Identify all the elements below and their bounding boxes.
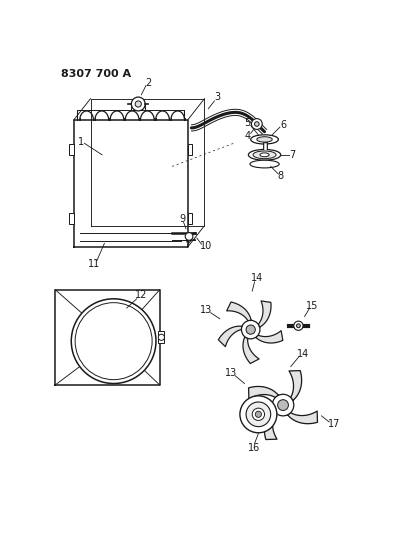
Circle shape <box>255 411 262 417</box>
Text: 17: 17 <box>328 419 341 429</box>
Bar <box>188 213 192 224</box>
Text: 15: 15 <box>306 301 319 311</box>
Bar <box>158 331 164 343</box>
Polygon shape <box>248 386 279 399</box>
Text: 6: 6 <box>280 120 286 130</box>
Text: 13: 13 <box>200 305 212 316</box>
Bar <box>69 144 73 155</box>
Circle shape <box>71 299 156 384</box>
Circle shape <box>246 402 271 426</box>
Text: 3: 3 <box>215 92 221 102</box>
Circle shape <box>240 396 277 433</box>
Polygon shape <box>227 302 251 321</box>
Text: 14: 14 <box>297 349 309 359</box>
Text: 16: 16 <box>248 443 261 453</box>
Bar <box>131 104 145 110</box>
Circle shape <box>272 394 294 416</box>
Ellipse shape <box>248 149 281 160</box>
Circle shape <box>75 303 152 379</box>
Ellipse shape <box>260 153 269 157</box>
Polygon shape <box>243 337 259 364</box>
Ellipse shape <box>253 151 276 159</box>
Circle shape <box>131 97 145 111</box>
Polygon shape <box>218 326 242 346</box>
Polygon shape <box>258 301 271 327</box>
Text: 2: 2 <box>145 78 151 88</box>
Bar <box>188 144 192 155</box>
Polygon shape <box>256 330 283 343</box>
Text: 5: 5 <box>244 118 251 128</box>
Circle shape <box>251 119 262 130</box>
Text: 10: 10 <box>200 241 212 251</box>
Circle shape <box>246 325 255 334</box>
Text: 9: 9 <box>179 214 185 224</box>
Ellipse shape <box>251 135 278 144</box>
Text: 11: 11 <box>87 259 100 269</box>
Text: 13: 13 <box>224 368 237 378</box>
Text: 7: 7 <box>289 150 295 160</box>
Circle shape <box>277 400 288 410</box>
Circle shape <box>185 232 193 240</box>
Circle shape <box>255 122 259 126</box>
Text: 1: 1 <box>78 137 84 147</box>
Circle shape <box>135 101 141 107</box>
Circle shape <box>158 334 164 341</box>
Circle shape <box>294 321 303 330</box>
Text: 12: 12 <box>135 290 148 300</box>
Polygon shape <box>264 410 277 440</box>
Bar <box>69 213 73 224</box>
Circle shape <box>252 408 264 421</box>
Text: 4: 4 <box>244 131 251 141</box>
Polygon shape <box>289 370 302 400</box>
Text: 8307 700 A: 8307 700 A <box>61 69 131 79</box>
Ellipse shape <box>250 160 279 168</box>
Polygon shape <box>288 411 317 424</box>
Text: 14: 14 <box>251 273 263 283</box>
Circle shape <box>242 320 260 339</box>
Ellipse shape <box>257 137 272 142</box>
Text: 8: 8 <box>278 172 284 181</box>
Circle shape <box>297 324 300 328</box>
